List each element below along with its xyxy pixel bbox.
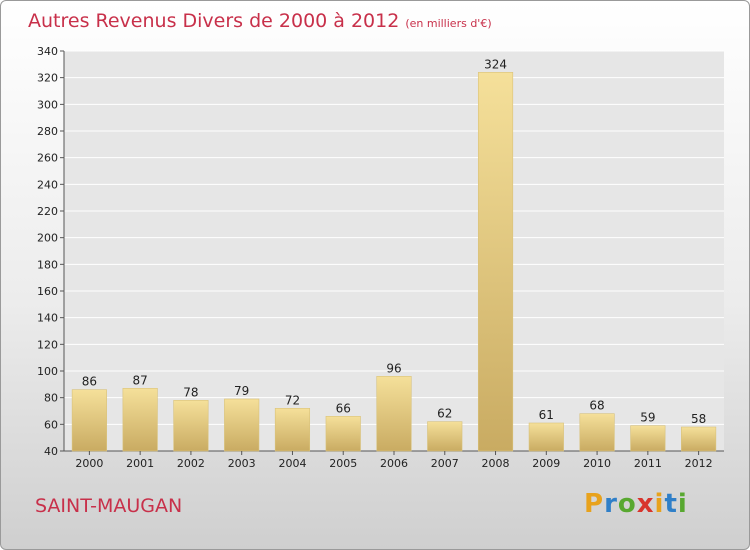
title-unit: (en milliers d'€) xyxy=(405,17,492,30)
y-tick-label: 80 xyxy=(44,392,58,405)
logo-letter: i xyxy=(654,489,665,519)
data-label: 68 xyxy=(589,399,604,413)
y-tick-label: 220 xyxy=(37,205,58,218)
data-label: 72 xyxy=(285,393,300,407)
y-tick-label: 300 xyxy=(37,98,58,111)
y-tick-label: 340 xyxy=(37,45,58,58)
bar xyxy=(477,72,514,452)
y-tick-label: 260 xyxy=(37,152,58,165)
x-tick-label: 2009 xyxy=(532,457,560,470)
logo-letter: r xyxy=(604,489,618,519)
proxiti-logo: Proxiti xyxy=(584,489,688,519)
x-tick-label: 2005 xyxy=(329,457,357,470)
title-text: Autres Revenus Divers de 2000 à 2012 xyxy=(28,10,400,32)
x-tick-label: 2011 xyxy=(634,457,662,470)
bar xyxy=(528,422,564,452)
data-label: 96 xyxy=(386,361,401,375)
y-tick-label: 320 xyxy=(37,72,58,85)
x-tick-label: 2006 xyxy=(380,457,408,470)
y-tick-label: 280 xyxy=(37,125,58,138)
x-tick-label: 2010 xyxy=(583,457,611,470)
data-label: 61 xyxy=(539,408,554,422)
x-tick-label: 2000 xyxy=(75,457,103,470)
bar xyxy=(71,389,107,452)
y-tick-label: 60 xyxy=(44,418,58,431)
bar xyxy=(173,400,209,452)
bar xyxy=(325,416,361,452)
y-tick-label: 100 xyxy=(37,365,58,378)
x-tick-label: 2012 xyxy=(685,457,713,470)
bar xyxy=(681,426,717,452)
bar xyxy=(224,398,260,452)
x-tick-label: 2002 xyxy=(177,457,205,470)
bar xyxy=(579,413,615,452)
data-label: 86 xyxy=(82,375,97,389)
logo-letter: i xyxy=(677,489,688,519)
data-label: 59 xyxy=(640,411,655,425)
logo-letter: P xyxy=(584,489,605,519)
x-tick-label: 2007 xyxy=(431,457,459,470)
logo-letter: o xyxy=(617,489,637,519)
x-tick-label: 2008 xyxy=(482,457,510,470)
y-tick-label: 120 xyxy=(37,338,58,351)
bar xyxy=(274,408,311,452)
x-tick-label: 2004 xyxy=(278,457,306,470)
y-tick-label: 180 xyxy=(37,258,58,271)
bar xyxy=(630,425,666,452)
bar xyxy=(122,388,158,452)
y-tick-label: 40 xyxy=(44,445,58,458)
chart-title: Autres Revenus Divers de 2000 à 2012 (en … xyxy=(28,10,492,32)
y-tick-label: 140 xyxy=(37,312,58,325)
x-tick-label: 2003 xyxy=(228,457,256,470)
logo-letter: x xyxy=(636,489,655,519)
y-tick-label: 200 xyxy=(37,232,58,245)
data-label: 79 xyxy=(234,384,249,398)
logo-letter: t xyxy=(664,489,678,519)
commune-name: SAINT-MAUGAN xyxy=(35,495,183,517)
data-label: 87 xyxy=(133,373,148,387)
bar xyxy=(376,376,412,452)
data-label: 62 xyxy=(437,407,452,421)
bar xyxy=(427,421,463,452)
y-tick-label: 160 xyxy=(37,285,58,298)
x-tick-label: 2001 xyxy=(126,457,154,470)
data-label: 324 xyxy=(484,57,507,71)
data-label: 78 xyxy=(183,385,198,399)
y-tick-label: 240 xyxy=(37,178,58,191)
data-label: 66 xyxy=(336,401,351,415)
data-label: 58 xyxy=(691,412,706,426)
